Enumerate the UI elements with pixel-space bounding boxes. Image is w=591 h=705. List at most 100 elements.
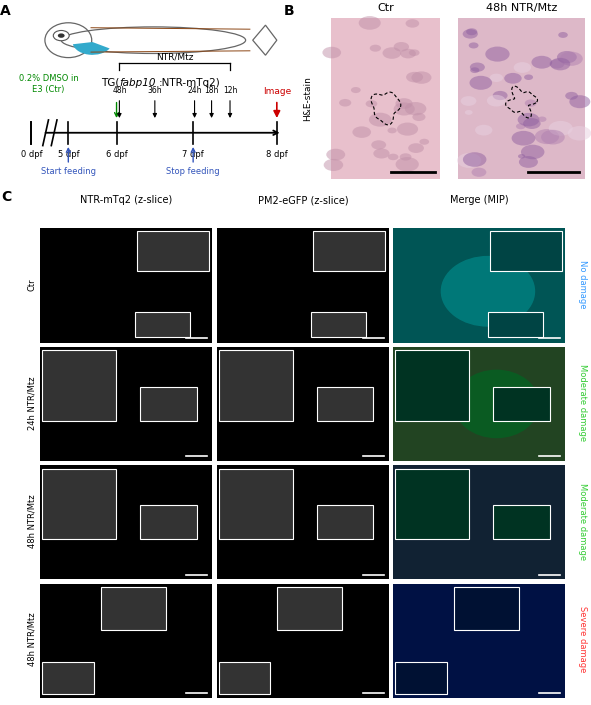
- Bar: [394, 584, 565, 698]
- Bar: [217, 584, 389, 698]
- Circle shape: [518, 154, 525, 159]
- Text: fabp10: fabp10: [119, 78, 156, 87]
- Text: 8 dpf: 8 dpf: [266, 150, 288, 159]
- Circle shape: [324, 159, 343, 171]
- Circle shape: [394, 102, 415, 116]
- Circle shape: [408, 143, 424, 153]
- Bar: [493, 387, 550, 421]
- Text: :NTR-mTq2): :NTR-mTq2): [159, 78, 221, 87]
- Circle shape: [388, 154, 398, 160]
- Circle shape: [469, 76, 492, 90]
- Circle shape: [366, 100, 377, 107]
- Circle shape: [370, 44, 381, 51]
- Text: 18h: 18h: [204, 86, 219, 95]
- Text: 0 dpf: 0 dpf: [21, 150, 42, 159]
- Bar: [394, 347, 565, 461]
- Text: H&E-stain: H&E-stain: [303, 76, 312, 121]
- Circle shape: [489, 73, 503, 82]
- Circle shape: [394, 42, 409, 51]
- Bar: [219, 663, 270, 694]
- Circle shape: [371, 140, 386, 149]
- Bar: [40, 465, 212, 580]
- Circle shape: [352, 126, 371, 138]
- Circle shape: [548, 121, 573, 136]
- Circle shape: [521, 145, 544, 159]
- Bar: [458, 18, 585, 180]
- Text: 24h NTR/Mtz: 24h NTR/Mtz: [28, 376, 37, 429]
- Circle shape: [463, 152, 486, 167]
- Text: Start feeding: Start feeding: [41, 166, 96, 176]
- Bar: [42, 469, 116, 539]
- Circle shape: [493, 91, 508, 100]
- Circle shape: [339, 99, 351, 106]
- Circle shape: [397, 123, 418, 135]
- Circle shape: [472, 168, 486, 177]
- Circle shape: [466, 28, 478, 35]
- Bar: [313, 231, 385, 271]
- Circle shape: [58, 33, 64, 38]
- Text: B: B: [284, 4, 294, 18]
- Circle shape: [395, 157, 419, 171]
- Bar: [40, 228, 212, 343]
- Circle shape: [409, 49, 420, 56]
- Bar: [394, 465, 565, 580]
- Bar: [395, 350, 469, 421]
- Bar: [488, 312, 543, 337]
- Bar: [219, 469, 293, 539]
- Bar: [395, 663, 447, 694]
- Bar: [395, 469, 469, 539]
- Bar: [490, 231, 562, 271]
- Bar: [394, 228, 565, 343]
- Circle shape: [525, 99, 537, 106]
- Circle shape: [558, 32, 568, 38]
- Text: NTR-mTq2 (z-slice): NTR-mTq2 (z-slice): [80, 195, 173, 205]
- Circle shape: [460, 96, 476, 106]
- Text: No damage: No damage: [578, 260, 587, 309]
- Circle shape: [523, 118, 541, 129]
- Circle shape: [400, 49, 416, 59]
- Bar: [219, 350, 293, 421]
- Text: Image: Image: [262, 87, 291, 96]
- Circle shape: [411, 71, 431, 84]
- Circle shape: [550, 58, 570, 70]
- Text: Moderate damage: Moderate damage: [578, 364, 587, 441]
- Circle shape: [524, 75, 533, 80]
- Circle shape: [382, 47, 401, 59]
- Text: 48h NTR/Mtz: 48h NTR/Mtz: [486, 3, 557, 13]
- Circle shape: [568, 126, 591, 140]
- Ellipse shape: [441, 256, 535, 326]
- Circle shape: [323, 47, 341, 59]
- Bar: [100, 587, 166, 630]
- Text: 24h: 24h: [187, 86, 202, 95]
- Circle shape: [470, 63, 485, 72]
- Circle shape: [395, 98, 413, 109]
- Text: 48h: 48h: [112, 86, 126, 95]
- Circle shape: [405, 19, 419, 27]
- Text: A: A: [0, 4, 11, 18]
- Circle shape: [470, 67, 479, 73]
- Circle shape: [550, 59, 564, 68]
- Circle shape: [512, 131, 535, 145]
- Circle shape: [541, 130, 565, 145]
- Circle shape: [504, 73, 522, 84]
- Bar: [140, 387, 197, 421]
- Ellipse shape: [453, 369, 540, 439]
- Text: Moderate damage: Moderate damage: [578, 483, 587, 560]
- Circle shape: [531, 56, 552, 68]
- Circle shape: [463, 29, 478, 39]
- Circle shape: [369, 113, 391, 127]
- Text: C: C: [1, 190, 11, 204]
- Circle shape: [565, 92, 578, 99]
- Circle shape: [388, 128, 397, 133]
- Circle shape: [374, 149, 389, 159]
- Bar: [453, 587, 519, 630]
- Text: PM2-eGFP (z-slice): PM2-eGFP (z-slice): [258, 195, 348, 205]
- Circle shape: [465, 110, 473, 115]
- Bar: [394, 465, 565, 580]
- Bar: [394, 347, 565, 461]
- Circle shape: [538, 116, 547, 122]
- Bar: [40, 347, 212, 461]
- Bar: [140, 505, 197, 539]
- Bar: [394, 228, 565, 343]
- Bar: [493, 505, 550, 539]
